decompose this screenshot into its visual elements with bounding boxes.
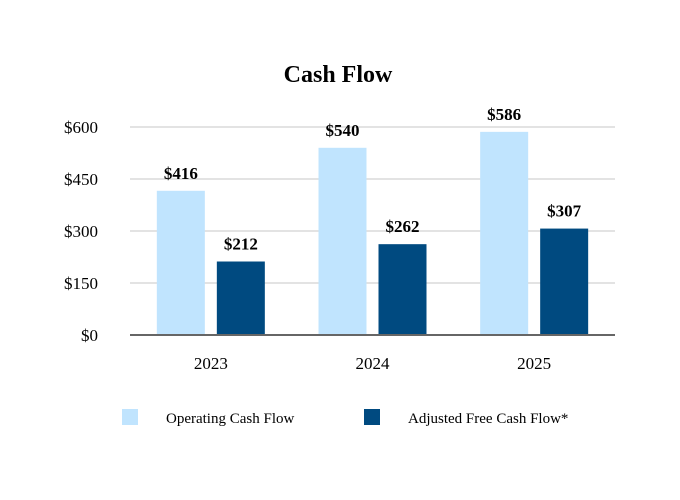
data-label-adjusted-free-2025: $307 bbox=[547, 202, 582, 221]
y-tick-label: $600 bbox=[64, 118, 98, 137]
x-axis-ticks: 2023 2024 2025 bbox=[194, 354, 551, 373]
legend-label-adjusted-free: Adjusted Free Cash Flow* bbox=[408, 411, 568, 427]
data-label-adjusted-free-2023: $212 bbox=[224, 235, 258, 254]
bar-adjusted-free-2025 bbox=[540, 228, 589, 335]
legend-swatch-operating bbox=[122, 409, 138, 425]
y-tick-label: $0 bbox=[81, 326, 98, 345]
bar-operating-2024 bbox=[318, 147, 367, 335]
bar-adjusted-free-2024 bbox=[378, 244, 427, 335]
x-tick-label: 2023 bbox=[194, 354, 228, 373]
data-labels: $416 $212 $540 $262 $586 $307 bbox=[164, 105, 582, 254]
gridlines bbox=[130, 126, 615, 284]
x-tick-label: 2024 bbox=[356, 354, 391, 373]
y-tick-label: $300 bbox=[64, 222, 98, 241]
data-label-operating-2023: $416 bbox=[164, 164, 198, 183]
legend: Operating Cash Flow Adjusted Free Cash Fl… bbox=[122, 409, 568, 427]
legend-label-operating: Operating Cash Flow bbox=[166, 411, 294, 427]
y-axis-ticks: $0 $150 $300 $450 $600 bbox=[64, 118, 98, 345]
y-tick-label: $150 bbox=[64, 274, 98, 293]
y-tick-label: $450 bbox=[64, 170, 98, 189]
chart-title: Cash Flow bbox=[284, 62, 393, 88]
data-label-operating-2025: $586 bbox=[487, 105, 521, 124]
bar-operating-2023 bbox=[156, 190, 205, 335]
bar-operating-2025 bbox=[480, 131, 529, 335]
data-label-adjusted-free-2024: $262 bbox=[386, 217, 420, 236]
data-label-operating-2024: $540 bbox=[326, 121, 360, 140]
legend-swatch-adjusted-free bbox=[364, 409, 380, 425]
bars bbox=[156, 131, 589, 335]
x-tick-label: 2025 bbox=[517, 354, 551, 373]
bar-adjusted-free-2023 bbox=[216, 261, 265, 335]
